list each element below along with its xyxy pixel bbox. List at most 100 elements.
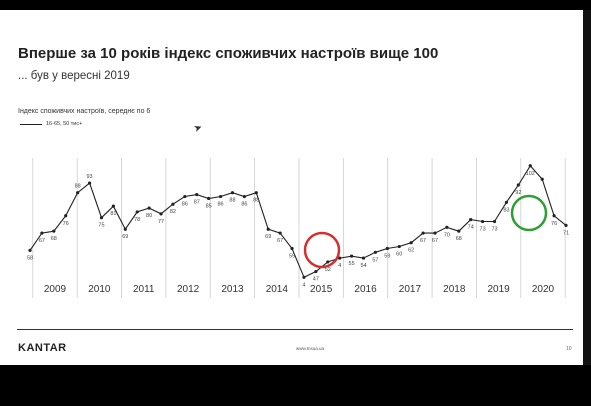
year-label: 2015	[310, 284, 333, 295]
data-point	[373, 250, 378, 254]
data-label: 75	[98, 223, 104, 229]
data-label: 58	[27, 255, 33, 261]
data-label: 71	[563, 230, 569, 236]
data-point	[40, 231, 44, 235]
data-label: 62	[408, 248, 414, 254]
data-point	[421, 231, 425, 235]
slide-subtitle: ... був у вересні 2019	[18, 70, 130, 82]
data-point	[540, 177, 544, 181]
data-point	[469, 218, 473, 222]
data-label: 77	[158, 219, 164, 225]
year-label: 2020	[532, 284, 555, 295]
data-label: 86	[218, 202, 224, 208]
data-label: 69	[265, 234, 271, 240]
data-point	[230, 191, 235, 195]
data-point	[278, 231, 282, 235]
data-point	[302, 275, 306, 279]
data-point	[123, 227, 127, 231]
data-label: 60	[396, 252, 402, 258]
data-point	[433, 231, 437, 235]
data-point	[28, 248, 32, 252]
year-label: 2016	[354, 284, 377, 295]
data-point	[135, 210, 139, 214]
data-point	[64, 214, 68, 218]
data-label: 54	[360, 263, 366, 269]
data-label: 73	[491, 227, 497, 233]
data-point	[218, 194, 223, 199]
data-point	[314, 269, 318, 274]
data-point	[266, 227, 270, 231]
data-label: 52	[325, 267, 331, 273]
data-point	[552, 214, 556, 218]
data-point	[111, 204, 115, 208]
data-label: 82	[170, 209, 176, 215]
data-point	[385, 246, 389, 251]
data-label: 74	[468, 225, 474, 231]
year-label: 2017	[399, 284, 422, 295]
kantar-logo: KANTAR	[18, 342, 67, 354]
data-point	[242, 194, 246, 199]
data-point	[52, 229, 56, 233]
data-label: 67	[420, 238, 426, 244]
data-point	[326, 260, 330, 264]
data-label: 67	[39, 238, 45, 244]
data-label: 57	[372, 257, 378, 263]
data-point	[564, 223, 568, 227]
data-label: 86	[182, 202, 188, 208]
year-label: 2011	[133, 284, 155, 295]
year-label: 2014	[266, 284, 289, 295]
data-point	[338, 256, 342, 260]
data-label: 4	[302, 282, 305, 288]
data-label: 102	[526, 171, 535, 177]
data-point	[361, 256, 366, 260]
data-point	[397, 244, 401, 249]
data-point	[457, 229, 461, 233]
data-label: 67	[277, 238, 283, 244]
data-point	[481, 219, 485, 224]
data-label: 4	[338, 263, 341, 269]
data-point	[171, 202, 175, 206]
highlight-circle	[303, 231, 341, 269]
highlight-circle	[510, 194, 548, 232]
data-point	[254, 191, 258, 195]
data-label: 86	[241, 202, 247, 208]
footer-divider	[17, 329, 573, 330]
data-point	[195, 193, 199, 197]
data-point	[76, 191, 80, 195]
series-line	[29, 164, 567, 279]
data-label: 78	[134, 217, 140, 223]
data-label: 68	[456, 236, 462, 242]
data-point	[290, 246, 294, 251]
data-label: 70	[444, 232, 450, 238]
legend-line-swatch	[20, 123, 42, 125]
data-label: 93	[86, 174, 92, 180]
presentation-slide: Вперше за 10 років індекс споживчих наст…	[0, 10, 591, 365]
data-label: 67	[432, 238, 438, 244]
data-label: 76	[63, 221, 69, 227]
data-point	[147, 206, 151, 210]
bottom-bar	[0, 365, 591, 406]
data-point	[492, 219, 497, 224]
legend-label: 16-65, 50 тис+	[46, 121, 83, 127]
data-point	[409, 241, 413, 245]
data-point	[350, 254, 354, 258]
chart-legend: 16-65, 50 тис+	[20, 121, 82, 127]
window-edge	[583, 10, 591, 365]
chart-series-description: Індекс споживчих настроїв, середнє по 6	[18, 108, 151, 115]
year-label: 2013	[221, 284, 244, 295]
data-label: 73	[480, 227, 486, 233]
data-label: 87	[194, 200, 200, 206]
top-bar	[0, 0, 591, 10]
data-label: 88	[75, 184, 81, 190]
page-number: 10	[566, 346, 572, 352]
data-label: 47	[313, 277, 319, 283]
data-point	[445, 225, 449, 229]
year-label: 2009	[44, 284, 67, 295]
data-label: 83	[503, 207, 509, 213]
data-label: 68	[51, 236, 57, 242]
data-point	[183, 194, 187, 199]
data-point	[528, 164, 532, 168]
data-label: 92	[515, 190, 521, 196]
footer-url: www.tnsua.ua	[296, 346, 325, 351]
data-label: 59	[384, 253, 390, 259]
